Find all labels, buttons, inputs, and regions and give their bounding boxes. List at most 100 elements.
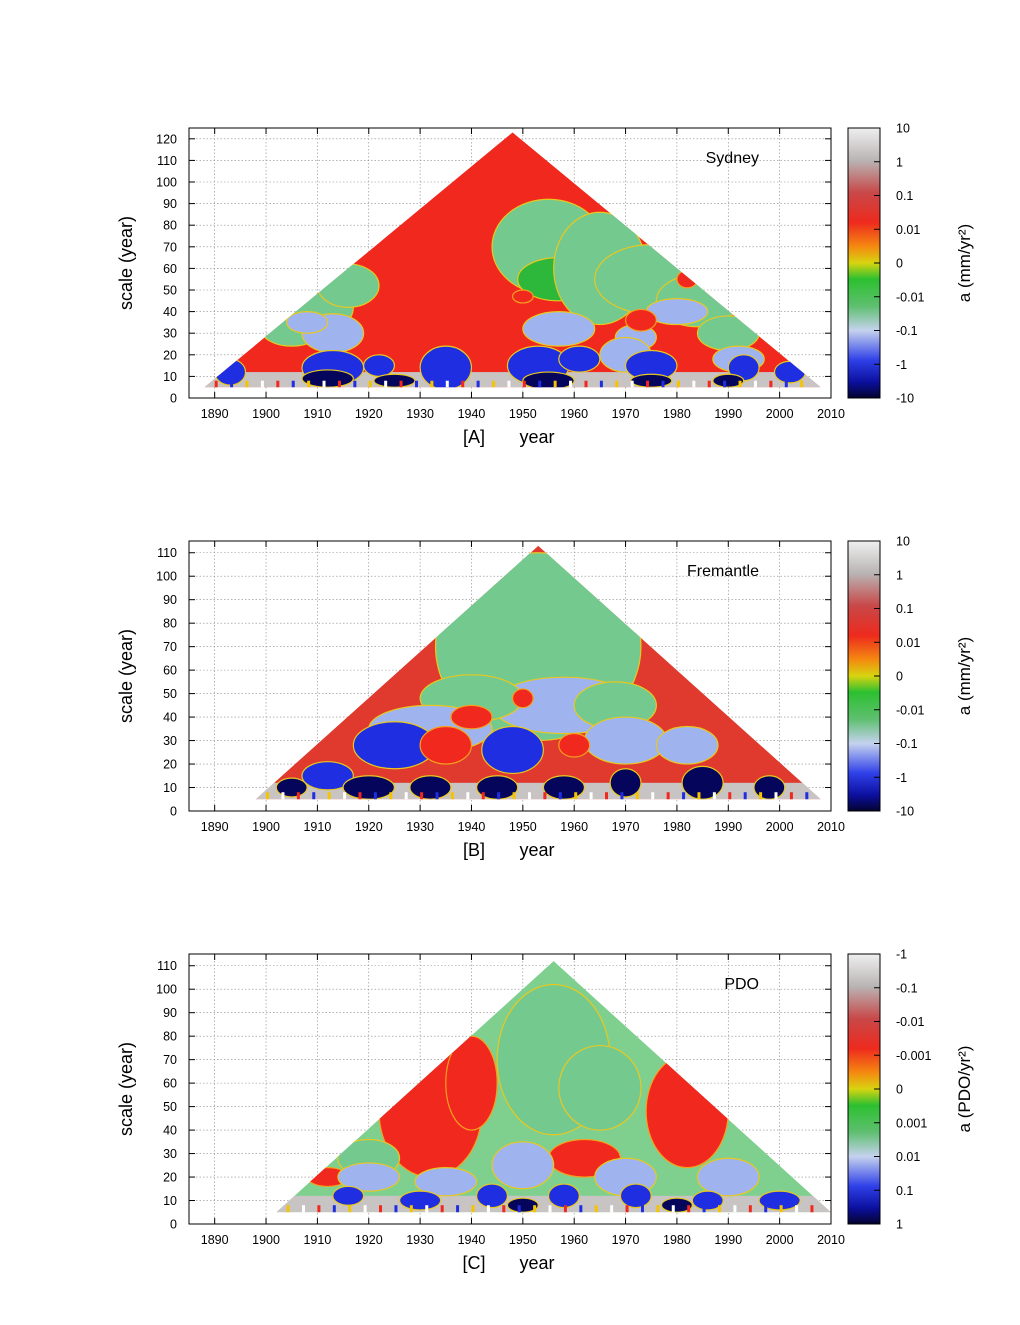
y-tick-label: 0: [170, 805, 177, 819]
noise-mark: [697, 792, 701, 800]
y-tick-label: 110: [157, 546, 177, 560]
y-tick-label: 100: [156, 176, 177, 190]
colorbar-tick-label: -0.1: [896, 737, 918, 751]
y-tick-label: 110: [157, 154, 177, 168]
noise-mark: [481, 792, 485, 800]
noise-mark: [738, 380, 742, 388]
noise-mark: [610, 1205, 614, 1213]
heat-region-dblue: [609, 768, 642, 798]
noise-mark: [230, 380, 234, 388]
noise-mark: [599, 380, 603, 388]
y-tick-label: 40: [163, 711, 177, 725]
noise-mark: [414, 380, 418, 388]
y-tick-label: 40: [163, 1124, 177, 1138]
noise-mark: [266, 792, 270, 800]
heat-region-lgreen: [316, 263, 380, 308]
noise-mark: [584, 380, 588, 388]
heat-region-lblue: [655, 725, 719, 765]
noise-mark: [810, 1205, 814, 1213]
noise-mark: [409, 1205, 413, 1213]
x-tick-label: 1950: [509, 1233, 537, 1247]
heatmap-domain: [204, 132, 821, 388]
colorbar-tick-label: 0.01: [896, 223, 920, 237]
noise-mark: [363, 1205, 367, 1213]
y-tick-label: 30: [163, 1147, 177, 1161]
heat-region-blue: [301, 761, 354, 791]
colorbar-tick-label: 10: [896, 535, 910, 549]
noise-mark: [245, 380, 249, 388]
noise-mark: [307, 380, 311, 388]
y-tick-label: 20: [163, 758, 177, 772]
heat-region-lblue: [337, 1162, 401, 1192]
noise-mark: [301, 1205, 305, 1213]
noise-mark: [661, 380, 665, 388]
heat-region-blue: [619, 1183, 652, 1209]
noise-mark: [748, 1205, 752, 1213]
noise-mark: [800, 380, 804, 388]
heat-region-dblue: [712, 373, 745, 388]
noise-mark: [692, 380, 696, 388]
plot-frame: [188, 127, 832, 399]
x-tick-label: 1950: [509, 820, 537, 834]
x-tick-label: 1900: [252, 1233, 280, 1247]
plot-frame: [188, 953, 832, 1225]
colorbar-tick-label: 10: [896, 122, 910, 136]
colorbar-tick-label: -1: [896, 771, 907, 785]
heat-region-dblue: [681, 765, 724, 800]
noise-mark: [522, 380, 526, 388]
panel-a: 1890 1900 1910 1920 1930 1940 1950 1960 1970 1980…: [116, 122, 974, 448]
noise-mark: [728, 792, 732, 800]
noise-mark: [517, 1205, 521, 1213]
y-tick-label: 0: [170, 1218, 177, 1232]
x-tick-label: 1960: [560, 407, 588, 421]
station-title: Sydney: [706, 150, 759, 167]
y-tick-label: 0: [170, 392, 177, 406]
noise-mark: [492, 380, 496, 388]
noise-mark: [425, 1205, 429, 1213]
x-tick-label: 2000: [766, 1233, 794, 1247]
y-tick-label: 70: [163, 1053, 177, 1067]
x-tick-label: 1970: [612, 1233, 640, 1247]
heat-region-dblue: [275, 777, 308, 798]
noise-mark: [296, 792, 300, 800]
noise-mark: [317, 1205, 321, 1213]
noise-mark: [358, 792, 362, 800]
noise-mark: [805, 792, 809, 800]
heat-region-blue: [419, 345, 473, 388]
x-tick-label: 2010: [817, 407, 845, 421]
noise-mark: [625, 1205, 629, 1213]
y-tick-label: 70: [163, 240, 177, 254]
noise-mark: [450, 792, 454, 800]
x-tick-label: 1980: [663, 407, 691, 421]
colorbar-tick-label: 1: [896, 155, 903, 169]
heat-region-red: [558, 732, 591, 758]
noise-mark: [332, 1205, 336, 1213]
y-tick-label: 90: [163, 1006, 177, 1020]
plot-frame: [188, 540, 832, 812]
heat-region-lblue: [285, 311, 329, 334]
x-tick-label: 1930: [406, 820, 434, 834]
noise-mark: [404, 792, 408, 800]
colorbar-tick-label: 0.1: [896, 602, 913, 616]
x-tick-label: 1900: [252, 407, 280, 421]
heat-region-blue: [773, 360, 806, 384]
heat-region-red: [450, 704, 493, 730]
heat-region-dblue: [409, 775, 452, 800]
x-tick-label: 2010: [817, 1233, 845, 1247]
colorbar-tick-label: -10: [896, 805, 914, 819]
noise-mark: [702, 1205, 706, 1213]
noise-mark: [461, 380, 465, 388]
noise-mark: [214, 380, 218, 388]
colorbar-tick-label: -0.1: [896, 981, 918, 995]
noise-mark: [579, 1205, 583, 1213]
panel-caption-letter: [C]: [462, 1253, 485, 1273]
heat-region-blue: [398, 1190, 442, 1211]
heat-region-blue: [363, 354, 396, 378]
colorbar-tick-label: 0: [896, 670, 903, 684]
colorbar-tick-label: 0.1: [896, 189, 913, 203]
x-tick-label: 1980: [663, 820, 691, 834]
colorbar-tick-label: -0.001: [896, 1049, 931, 1063]
colorbar-tick-label: -0.1: [896, 324, 918, 338]
y-axis-label: scale (year): [116, 1042, 136, 1136]
noise-mark: [676, 380, 680, 388]
